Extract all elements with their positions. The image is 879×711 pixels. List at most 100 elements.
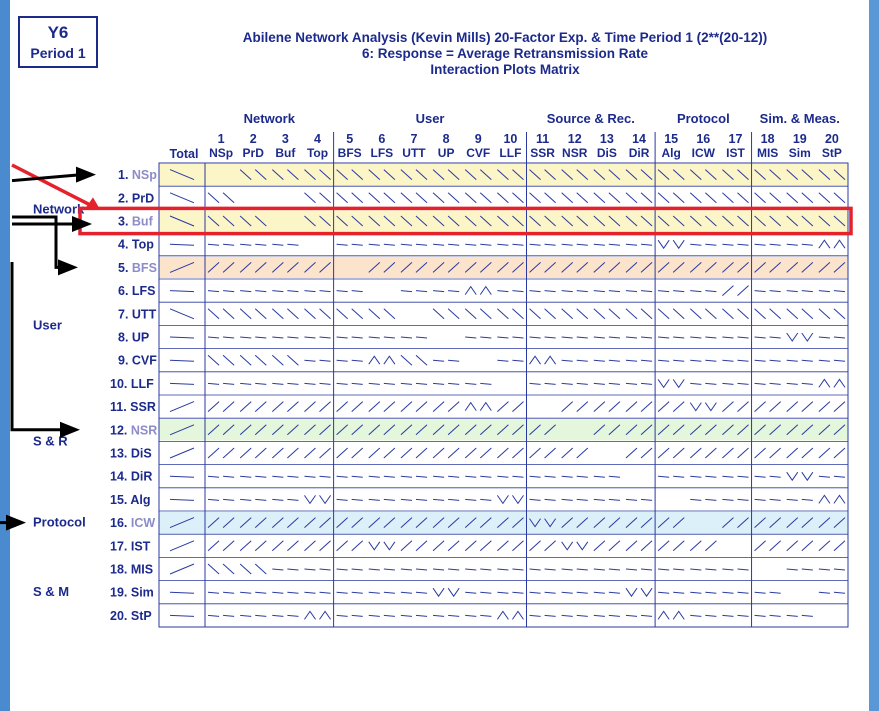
interaction-plot-20-7-a — [400, 614, 413, 617]
interaction-plot-8-1-a — [207, 336, 220, 339]
interaction-plot-12-17-a — [722, 424, 734, 436]
interaction-plot-9-15-b — [673, 359, 685, 362]
interaction-plot-7-9-a — [464, 308, 477, 320]
interaction-plot-1-9-b — [479, 169, 492, 180]
interaction-plot-19-17-b — [737, 591, 749, 594]
interaction-plot-6-16-b — [705, 290, 717, 293]
interaction-plot-8-7-a — [400, 336, 413, 339]
interaction-plot-18-16-a — [690, 568, 702, 571]
column-factor-UTT: UTT — [402, 146, 426, 160]
interaction-plot-16-6-a — [368, 517, 381, 528]
row-label-DiS: 13. DiS — [110, 447, 152, 461]
interaction-plot-13-6-b — [383, 447, 396, 459]
interaction-plot-15-14-a — [625, 498, 638, 501]
row-group-2: User — [33, 317, 62, 332]
interaction-plot-11-19-b — [801, 401, 814, 412]
interaction-plot-17-9-a — [464, 540, 477, 552]
interaction-plot-16-18-a — [754, 517, 766, 528]
interaction-plot-7-16-a — [689, 308, 702, 320]
total-plot-4 — [169, 243, 195, 246]
interaction-plot-18-8-a — [433, 568, 445, 571]
interaction-plot-5-7-a — [400, 262, 413, 273]
row-label-PrD: 2. PrD — [118, 191, 154, 205]
interaction-plot-19-11-b — [544, 591, 556, 594]
interaction-plot-1-2-a — [239, 169, 252, 180]
column-number-2: 2 — [250, 132, 257, 146]
column-factor-IST: IST — [726, 146, 745, 160]
interaction-plot-14-12-a — [561, 475, 573, 478]
interaction-plot-8-3-a — [272, 336, 284, 339]
interaction-plot-16-9-b — [479, 517, 492, 528]
interaction-plot-15-3-a — [272, 498, 284, 501]
interaction-plot-19-14-a — [625, 587, 638, 598]
interaction-plot-5-13-b — [608, 262, 621, 273]
interaction-plot-3-5-a — [336, 215, 349, 227]
interaction-plot-12-18-a — [754, 424, 766, 436]
interaction-plot-16-14-a — [625, 517, 638, 528]
interaction-plot-5-6-a — [368, 262, 381, 273]
interaction-plot-7-17-b — [737, 308, 749, 320]
interaction-plot-6-18-b — [769, 290, 781, 293]
interaction-plot-3-16-a — [689, 215, 702, 227]
interaction-plot-12-2-b — [254, 424, 267, 436]
interaction-plot-2-13-b — [608, 192, 621, 204]
column-number-6: 6 — [378, 132, 385, 146]
interaction-plot-11-6-b — [383, 401, 396, 412]
interaction-plot-5-7-b — [415, 262, 428, 273]
interaction-plot-7-13-a — [593, 308, 606, 320]
column-group-3: Source & Rec. — [547, 111, 635, 126]
interaction-plot-20-19-a — [786, 614, 798, 617]
interaction-plot-9-2-b — [254, 354, 267, 366]
interaction-plot-20-5-a — [336, 614, 348, 617]
interaction-plot-4-7-b — [415, 243, 428, 246]
interaction-plot-6-3-a — [272, 290, 284, 293]
interaction-plot-16-10-b — [512, 517, 524, 528]
interaction-plot-4-10-b — [512, 243, 524, 246]
interaction-plot-12-10-b — [512, 424, 524, 436]
interaction-plot-6-3-b — [287, 290, 299, 293]
interaction-plot-2-8-a — [432, 192, 445, 204]
interaction-plot-9-1-b — [222, 354, 235, 366]
interaction-plot-12-10-a — [497, 424, 509, 436]
interaction-plot-2-11-a — [529, 192, 541, 204]
interaction-plot-4-6-a — [368, 243, 380, 246]
interaction-plot-15-20-b — [833, 494, 846, 504]
interaction-plot-7-10-a — [497, 308, 509, 320]
interaction-plot-12-3-a — [271, 424, 284, 436]
interaction-plot-1-14-b — [640, 169, 653, 180]
interaction-plot-10-1-b — [223, 382, 235, 385]
interaction-plot-20-15-a — [657, 610, 670, 620]
interaction-plot-5-11-b — [544, 262, 556, 273]
total-plot-18 — [169, 563, 195, 575]
row-label-StP: 20. StP — [110, 609, 152, 623]
interaction-plot-3-10-b — [512, 215, 524, 227]
interaction-plot-12-19-a — [786, 424, 799, 436]
column-number-7: 7 — [410, 132, 417, 146]
interaction-plot-3-6-a — [368, 215, 381, 227]
interaction-plot-6-15-a — [658, 290, 670, 293]
total-column-header: Total — [170, 147, 199, 161]
interaction-plot-14-9-a — [465, 475, 477, 478]
total-plot-11 — [169, 401, 195, 413]
interaction-plot-7-1-b — [222, 308, 235, 320]
interaction-plot-6-17-a — [722, 285, 734, 296]
interaction-plot-7-12-a — [561, 308, 574, 320]
interaction-plot-19-10-a — [497, 591, 509, 594]
interaction-plot-19-20-a — [818, 591, 830, 594]
interaction-plot-14-7-b — [415, 475, 428, 478]
row-label-LLF: 10. LLF — [110, 377, 154, 391]
interaction-plot-14-5-b — [351, 475, 363, 478]
interaction-plot-20-5-b — [351, 614, 363, 617]
interaction-plot-7-19-a — [786, 308, 799, 320]
column-number-1: 1 — [218, 132, 225, 146]
interaction-plot-12-14-b — [640, 424, 653, 436]
interaction-plot-13-20-b — [833, 447, 846, 459]
column-number-8: 8 — [443, 132, 450, 146]
interaction-plot-13-1-b — [222, 447, 235, 459]
interaction-plot-6-10-b — [512, 290, 524, 293]
interaction-plot-3-19-b — [801, 215, 814, 227]
interaction-plot-6-20-a — [818, 290, 830, 293]
interaction-plot-7-10-b — [512, 308, 524, 320]
interaction-plot-2-16-b — [704, 192, 717, 204]
interaction-plot-4-14-a — [625, 243, 638, 246]
